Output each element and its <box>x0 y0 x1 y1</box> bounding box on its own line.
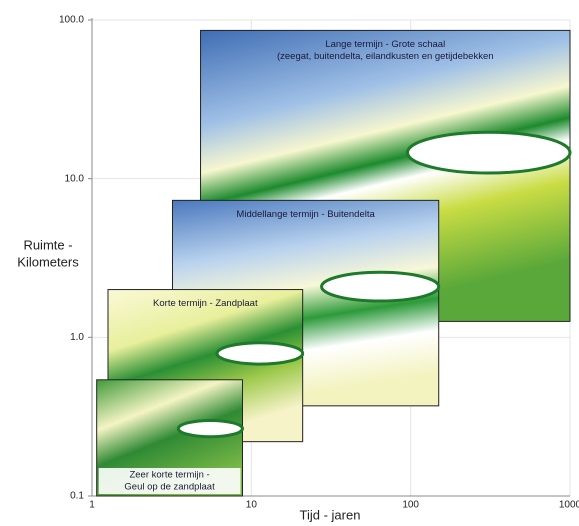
label-box <box>98 468 241 494</box>
x-tick-label: 100 <box>402 500 419 511</box>
x-axis-title: Tijd - jaren <box>300 507 361 522</box>
panel-label: Middellange termijn - Buitendelta <box>236 209 375 220</box>
panel-label: Geul op de zandplaat <box>124 482 215 493</box>
y-tick-label: 1.0 <box>70 332 84 343</box>
x-tick-label: 10 <box>246 500 258 511</box>
panel-label: Lange termijn - Grote schaal <box>325 39 445 50</box>
island <box>320 270 441 303</box>
panel-label: Korte termijn - Zandplaat <box>153 298 258 309</box>
y-tick-label: 100.0 <box>59 15 84 26</box>
panel-label: (zeegat, buitendelta, eilandkusten en ge… <box>277 51 494 62</box>
island <box>176 418 244 439</box>
y-axis-title: Ruimte - <box>23 237 72 252</box>
panels: Lange termijn - Grote schaal(zeegat, bui… <box>96 29 572 497</box>
y-axis-title: Kilometers <box>17 254 79 269</box>
y-tick-label: 0.1 <box>70 491 84 502</box>
panel: Zeer korte termijn -Geul op de zandplaat <box>96 379 244 497</box>
y-tick-label: 10.0 <box>65 173 85 184</box>
x-tick-label: 1000 <box>559 500 579 511</box>
panel-label: Zeer korte termijn - <box>129 470 209 481</box>
x-tick-label: 1 <box>89 500 95 511</box>
island <box>215 341 305 366</box>
island <box>405 130 572 175</box>
